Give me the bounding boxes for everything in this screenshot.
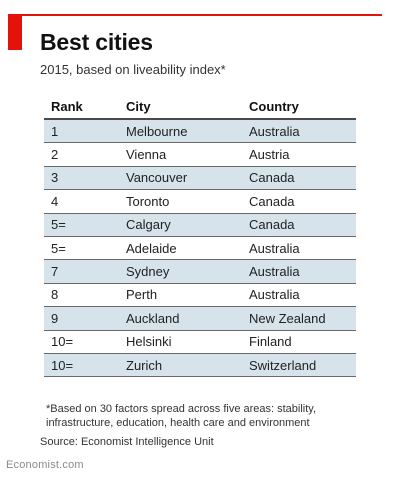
- cell-city: Vancouver: [126, 170, 188, 186]
- chart-title: Best cities: [40, 29, 153, 55]
- red-tag-marker: [8, 14, 22, 50]
- table-header: Rank City Country: [44, 94, 356, 120]
- table-row: 10= Helsinki Finland: [44, 331, 356, 354]
- cell-rank: 5=: [51, 217, 66, 233]
- table-row: 2 Vienna Austria: [44, 143, 356, 167]
- cell-city: Perth: [126, 287, 158, 303]
- header-city: City: [126, 98, 151, 114]
- cell-rank: 7: [51, 264, 59, 280]
- cell-city: Helsinki: [126, 334, 172, 350]
- cell-rank: 5=: [51, 240, 66, 256]
- top-red-rule: [8, 14, 382, 16]
- cell-city: Melbourne: [126, 123, 188, 139]
- cell-city: Calgary: [126, 217, 171, 233]
- cell-country: Australia: [249, 264, 300, 280]
- header-country: Country: [249, 98, 299, 114]
- cell-rank: 3: [51, 170, 59, 186]
- source-note: Source: Economist Intelligence Unit: [40, 436, 214, 448]
- cell-country: Finland: [249, 334, 292, 350]
- table-row: 5= Adelaide Australia: [44, 237, 356, 261]
- table-row: 3 Vancouver Canada: [44, 166, 356, 191]
- cell-country: Australia: [249, 287, 300, 303]
- cell-rank: 10=: [51, 357, 74, 373]
- table-row: 1 Melbourne Australia: [44, 120, 356, 144]
- chart-subtitle: 2015, based on liveability index*: [40, 62, 226, 77]
- brand-label: Economist.com: [6, 459, 84, 471]
- cell-city: Adelaide: [126, 240, 177, 256]
- cell-country: Canada: [249, 170, 295, 186]
- table-row: 9 Auckland New Zealand: [44, 307, 356, 331]
- cell-rank: 4: [51, 193, 59, 209]
- table-row: 4 Toronto Canada: [44, 190, 356, 214]
- cell-country: Canada: [249, 217, 295, 233]
- table-row: 10= Zurich Switzerland: [44, 353, 356, 378]
- cell-country: Switzerland: [249, 357, 317, 373]
- cell-rank: 8: [51, 287, 59, 303]
- table-row: 7 Sydney Australia: [44, 260, 356, 284]
- footnote: *Based on 30 factors spread across five …: [46, 403, 317, 429]
- cell-rank: 9: [51, 310, 59, 326]
- cell-country: Canada: [249, 193, 295, 209]
- rankings-table: Rank City Country 1 Melbourne Australia …: [44, 94, 356, 378]
- cell-country: Australia: [249, 240, 300, 256]
- cell-city: Vienna: [126, 147, 167, 163]
- cell-city: Zurich: [126, 357, 163, 373]
- table-row: 5= Calgary Canada: [44, 213, 356, 237]
- header-rank: Rank: [51, 98, 83, 114]
- cell-rank: 1: [51, 123, 59, 139]
- cell-city: Toronto: [126, 193, 170, 209]
- cell-country: Austria: [249, 147, 290, 163]
- cell-country: Australia: [249, 123, 300, 139]
- cell-country: New Zealand: [249, 310, 326, 326]
- cell-rank: 10=: [51, 334, 74, 350]
- cell-city: Auckland: [126, 310, 180, 326]
- cell-city: Sydney: [126, 264, 170, 280]
- table-row: 8 Perth Australia: [44, 284, 356, 308]
- cell-rank: 2: [51, 147, 59, 163]
